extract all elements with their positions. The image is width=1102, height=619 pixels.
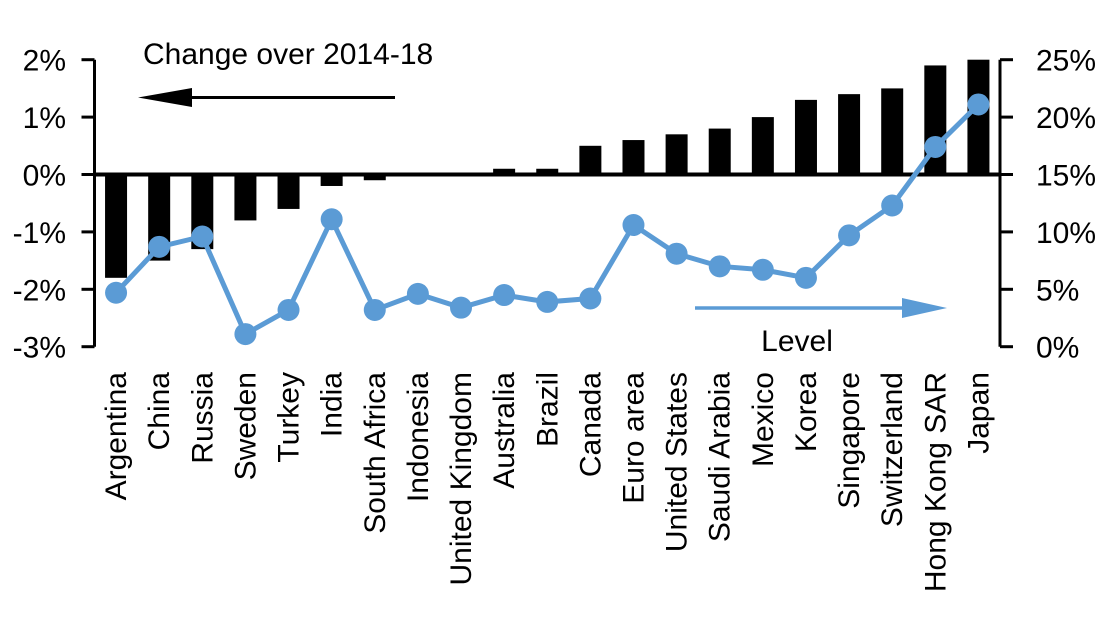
right-axis-label-4: 5%: [1036, 274, 1079, 307]
marker-russia: [191, 225, 214, 248]
bar-mexico: [751, 117, 774, 175]
marker-turkey: [277, 298, 300, 321]
x-label-hong-kong-sar: Hong Kong SAR: [919, 372, 952, 592]
x-label-brazil: Brazil: [531, 372, 564, 447]
x-label-euro-area: Euro area: [617, 372, 650, 504]
marker-brazil: [536, 290, 559, 313]
x-label-indonesia: Indonesia: [402, 372, 435, 502]
bar-switzerland: [881, 88, 904, 175]
marker-saudi-arabia: [708, 255, 731, 278]
marker-united-kingdom: [450, 296, 473, 319]
bar-turkey: [277, 174, 300, 209]
left-axis-label-4: -2%: [13, 274, 66, 307]
x-label-china: China: [143, 372, 176, 451]
bar-euro-area: [622, 140, 645, 175]
bar-canada: [579, 145, 602, 175]
x-label-india: India: [316, 372, 349, 437]
bar-united-states: [665, 134, 688, 175]
x-label-singapore: Singapore: [833, 372, 866, 509]
x-label-united-kingdom: United Kingdom: [445, 372, 478, 585]
marker-argentina: [105, 281, 128, 304]
marker-canada: [579, 287, 602, 310]
x-label-switzerland: Switzerland: [876, 372, 909, 527]
marker-euro-area: [622, 214, 645, 237]
left-axis-label-2: 0%: [23, 160, 66, 193]
level-arrow-right-icon: [902, 298, 947, 318]
x-label-saudi-arabia: Saudi Arabia: [704, 372, 737, 542]
line-series-title: Level: [761, 325, 833, 358]
left-axis-label-5: -3%: [13, 332, 66, 365]
marker-switzerland: [881, 194, 904, 217]
x-label-canada: Canada: [574, 372, 607, 477]
right-axis-label-3: 10%: [1036, 217, 1096, 250]
marker-sweden: [234, 323, 257, 346]
left-axis-label-3: -1%: [13, 217, 66, 250]
bar-sweden: [234, 174, 257, 221]
x-label-japan: Japan: [962, 372, 995, 454]
bar-south-africa: [363, 174, 386, 181]
bar-korea: [794, 99, 817, 175]
bar-series-title: Change over 2014-18: [143, 38, 434, 71]
x-label-mexico: Mexico: [747, 372, 780, 467]
right-axis-label-2: 15%: [1036, 160, 1096, 193]
x-label-sweden: Sweden: [229, 372, 262, 480]
marker-indonesia: [406, 282, 429, 305]
x-label-korea: Korea: [790, 372, 823, 452]
right-axis-label-5: 0%: [1036, 332, 1079, 365]
marker-mexico: [751, 258, 774, 281]
bar-india: [320, 174, 343, 186]
bar-argentina: [105, 174, 128, 278]
bar-japan: [967, 59, 990, 175]
x-label-australia: Australia: [488, 372, 521, 489]
bar-brazil: [536, 168, 559, 175]
marker-united-states: [665, 242, 688, 265]
x-label-russia: Russia: [186, 372, 219, 464]
bar-australia: [493, 168, 516, 175]
marker-singapore: [838, 224, 861, 247]
x-label-argentina: Argentina: [100, 372, 133, 501]
left-axis-label-1: 1%: [23, 102, 66, 135]
right-axis-label-0: 25%: [1036, 45, 1096, 78]
marker-korea: [794, 266, 817, 289]
marker-australia: [493, 284, 516, 307]
change-arrow-left-icon: [138, 88, 192, 107]
right-axis-label-1: 20%: [1036, 102, 1096, 135]
left-axis-label-0: 2%: [23, 45, 66, 78]
marker-japan: [967, 93, 990, 116]
marker-south-africa: [363, 298, 386, 321]
x-label-united-states: United States: [661, 372, 694, 552]
marker-hong-kong-sar: [924, 135, 947, 158]
marker-china: [148, 235, 171, 258]
marker-india: [320, 208, 343, 231]
bar-saudi-arabia: [708, 128, 731, 175]
bar-singapore: [838, 94, 861, 175]
x-label-south-africa: South Africa: [359, 372, 392, 534]
x-label-turkey: Turkey: [273, 372, 306, 463]
